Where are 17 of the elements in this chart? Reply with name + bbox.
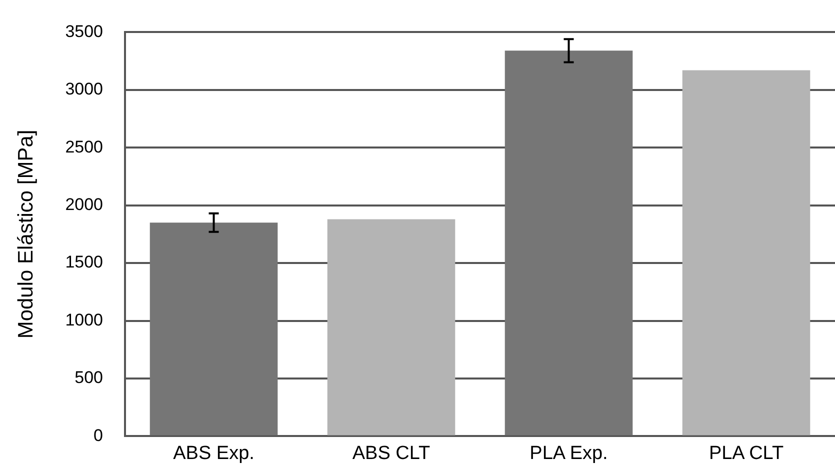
bar: [504, 50, 633, 436]
y-tick-label: 3500: [65, 22, 104, 41]
y-axis-title: Modulo Elástico [MPa]: [14, 130, 38, 339]
y-tick-label: 1500: [65, 252, 104, 272]
y-tick-label: 3000: [65, 80, 104, 99]
x-tick-label: ABS Exp.: [173, 442, 254, 464]
x-tick-label: ABS CLT: [352, 442, 431, 464]
y-tick-label: 500: [74, 368, 104, 388]
y-tick-label: 0: [94, 426, 104, 445]
bar: [327, 219, 456, 436]
y-tick-label: 1000: [65, 310, 104, 330]
bar: [682, 70, 810, 436]
x-tick-label: PLA Exp.: [530, 442, 608, 464]
x-tick-label: PLA CLT: [708, 442, 784, 464]
y-tick-label: 2000: [65, 195, 104, 214]
y-tick-label: 2500: [65, 137, 104, 156]
bar: [150, 222, 278, 436]
